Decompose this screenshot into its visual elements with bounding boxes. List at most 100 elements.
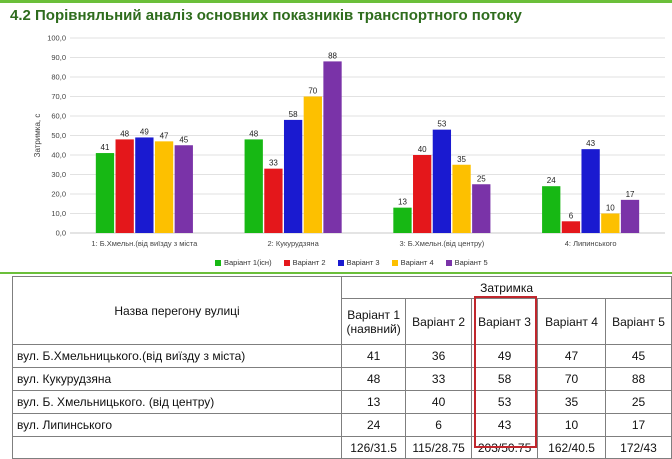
- legend-item: Варіант 1(існ): [215, 258, 272, 267]
- cell-value: 70: [537, 367, 606, 391]
- data-label: 43: [586, 139, 595, 148]
- data-label: 13: [398, 198, 407, 207]
- bar: [581, 149, 600, 233]
- legend-item: Варіант 4: [391, 258, 434, 267]
- y-tick-label: 10,0: [51, 209, 66, 218]
- data-label: 33: [269, 159, 278, 168]
- header-variant: Варіант 2: [405, 298, 473, 345]
- legend-swatch: [283, 259, 290, 266]
- data-label: 88: [328, 51, 337, 60]
- header-delay-group: Затримка: [341, 276, 672, 299]
- y-tick-label: 90,0: [51, 53, 66, 62]
- table-row: вул. Липинського 24 6 43 10 17: [11, 413, 672, 437]
- data-label: 41: [101, 143, 110, 152]
- bar: [95, 153, 115, 233]
- cell-value: 35: [537, 390, 606, 414]
- legend-label: Варіант 2: [292, 258, 326, 267]
- data-label: 6: [569, 211, 574, 220]
- cell-value: 33: [405, 367, 473, 391]
- cell-value: 40: [405, 390, 473, 414]
- y-tick-label: 20,0: [51, 190, 66, 199]
- data-label: 48: [249, 129, 258, 138]
- bar: [601, 213, 620, 233]
- bar: [135, 137, 154, 233]
- bar: [174, 145, 193, 233]
- data-label: 24: [547, 176, 556, 185]
- bar: [244, 139, 263, 233]
- section-divider: [0, 272, 672, 274]
- street-name: вул. Липинського: [11, 413, 343, 437]
- data-label: 35: [457, 155, 466, 164]
- bar: [413, 155, 432, 233]
- y-tick-label: 60,0: [51, 112, 66, 121]
- y-tick-label: 80,0: [51, 73, 66, 82]
- cell-value: 58: [471, 367, 539, 391]
- y-axis-title: Затримка, с: [33, 114, 42, 158]
- cell-value: 6: [405, 413, 473, 437]
- page-title: 4.2 Порівняльний аналіз основних показни…: [10, 7, 522, 24]
- top-accent-bar: [0, 0, 672, 3]
- cell-value: 45: [605, 344, 672, 368]
- cell-value: 88: [605, 367, 672, 391]
- x-tick-label: 4: Липинського: [565, 239, 617, 248]
- legend-item: Варіант 2: [283, 258, 326, 267]
- delay-table: Назва перегону вулиці Затримка Варіант 1…: [11, 276, 672, 459]
- data-label: 58: [289, 110, 298, 119]
- bar: [115, 139, 134, 233]
- data-label: 25: [477, 174, 486, 183]
- y-tick-label: 40,0: [51, 151, 66, 160]
- street-name: вул. Кукурудзяна: [11, 367, 343, 391]
- y-tick-label: 50,0: [51, 131, 66, 140]
- legend-item: Варіант 5: [445, 258, 488, 267]
- data-label: 53: [437, 120, 446, 129]
- y-tick-label: 70,0: [51, 92, 66, 101]
- header-variant: Варіант 1 (наявний): [341, 298, 407, 345]
- bar: [542, 186, 561, 233]
- data-label: 45: [179, 135, 188, 144]
- data-label: 48: [120, 129, 129, 138]
- bar: [393, 207, 412, 233]
- bar: [472, 184, 491, 233]
- legend-swatch: [337, 259, 344, 266]
- legend-item: Варіант 3: [337, 258, 380, 267]
- y-tick-label: 0,0: [56, 229, 66, 238]
- data-label: 70: [308, 87, 317, 96]
- header-street-name: Назва перегону вулиці: [11, 276, 343, 345]
- cell-value: 48: [341, 367, 407, 391]
- data-label: 10: [606, 204, 615, 213]
- cell-value: 17: [605, 413, 672, 437]
- bar: [264, 168, 283, 233]
- cell-value: 36: [405, 344, 473, 368]
- cell-value: 24: [341, 413, 407, 437]
- cell-value: 25: [605, 390, 672, 414]
- chart-legend: Варіант 1(існ) Варіант 2 Варіант 3 Варіа…: [215, 258, 488, 267]
- bar: [323, 61, 342, 234]
- x-tick-label: 3: Б.Хмельн.(від центру): [399, 239, 484, 248]
- bar: [283, 119, 303, 233]
- cell-value: 49: [471, 344, 539, 368]
- legend-label: Варіант 1(існ): [224, 258, 272, 267]
- header-variant: Варіант 4: [537, 298, 606, 345]
- bar: [154, 141, 174, 233]
- cell-value: 47: [537, 344, 606, 368]
- cell-value: 43: [471, 413, 539, 437]
- x-tick-label: 1: Б.Хмельн.(від виїзду з міста: [91, 239, 198, 248]
- data-label: 40: [418, 145, 427, 154]
- cell-value: 41: [341, 344, 407, 368]
- legend-label: Варіант 5: [454, 258, 488, 267]
- y-tick-label: 30,0: [51, 170, 66, 179]
- legend-swatch: [391, 259, 398, 266]
- data-label: 17: [626, 190, 635, 199]
- table-row: вул. Б. Хмельницького. (від центру) 13 4…: [11, 390, 672, 414]
- cell-value: 10: [537, 413, 606, 437]
- bar: [561, 221, 581, 233]
- y-tick-label: 100,0: [47, 34, 66, 43]
- x-tick-label: 2: Кукурудзяна: [267, 239, 319, 248]
- street-name: вул. Б.Хмельницького.(від виїзду з міста…: [11, 344, 343, 368]
- legend-label: Варіант 4: [400, 258, 434, 267]
- bar: [303, 96, 322, 233]
- legend-label: Варіант 3: [346, 258, 380, 267]
- data-label: 49: [140, 127, 149, 136]
- legend-swatch: [215, 259, 221, 266]
- data-label: 47: [160, 131, 169, 140]
